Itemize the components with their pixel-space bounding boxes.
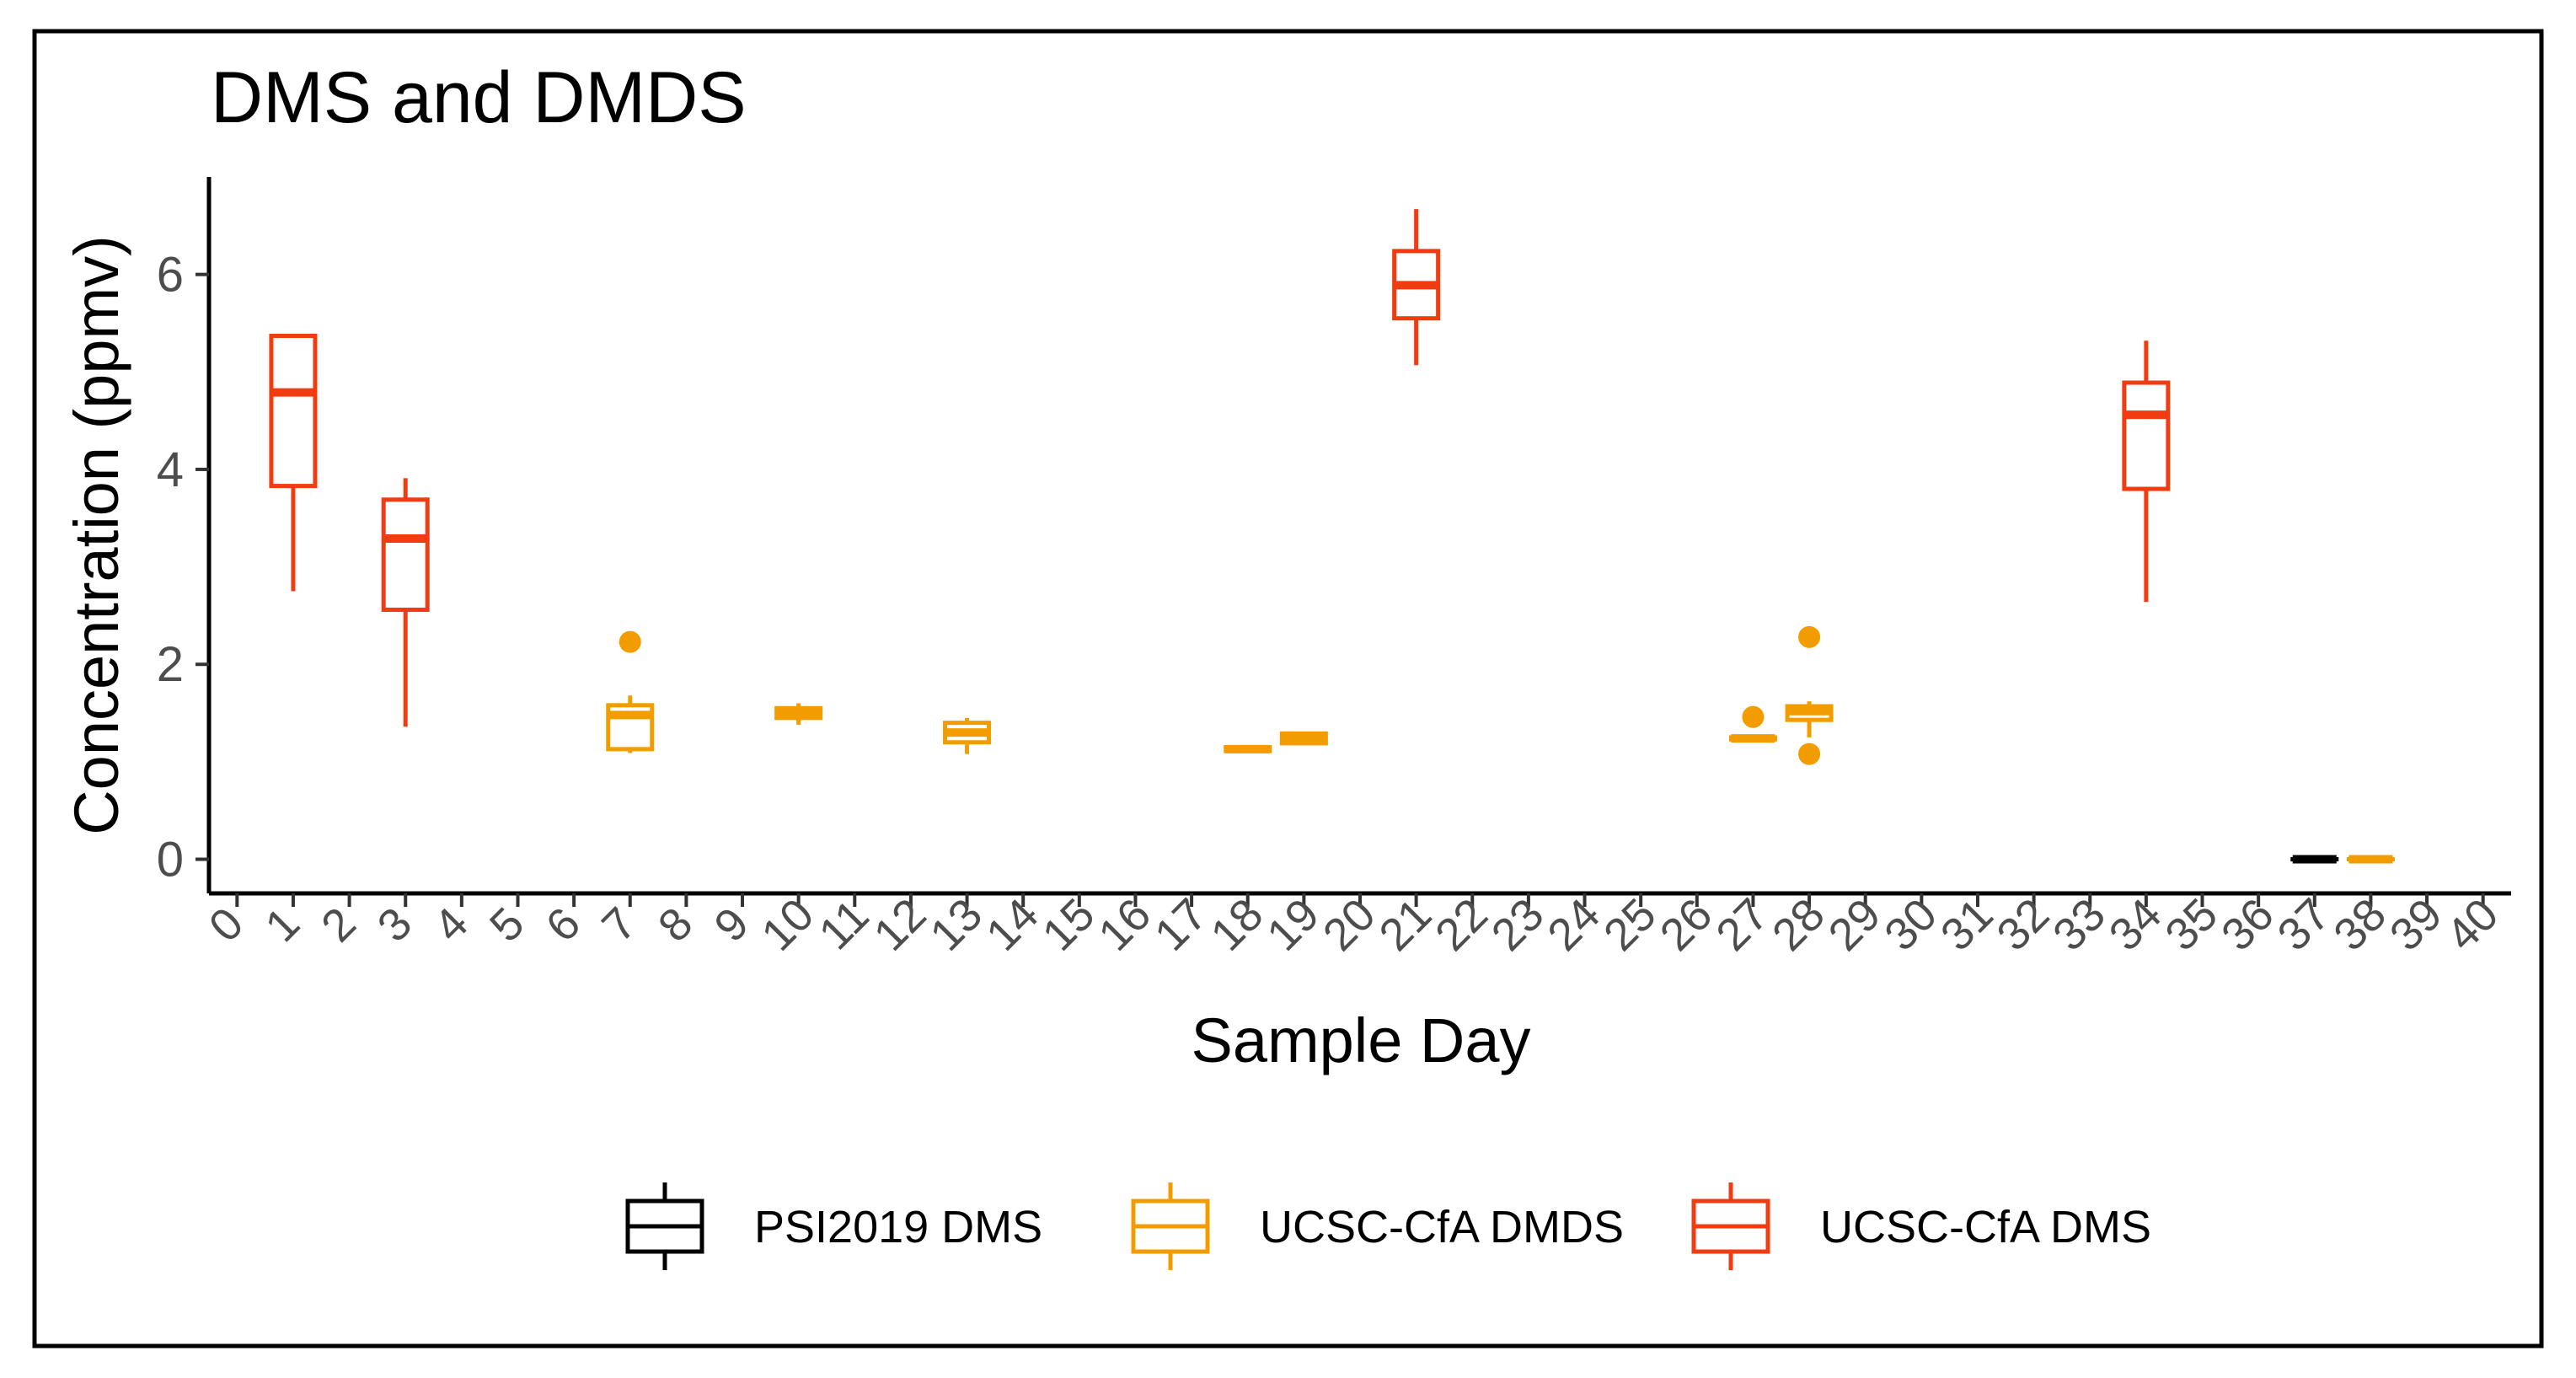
legend-label: UCSC-CfA DMDS bbox=[1260, 1202, 1624, 1252]
outlier-point bbox=[1798, 626, 1820, 648]
box-iqr bbox=[271, 336, 315, 486]
y-axis-label: Concentration (ppmv) bbox=[62, 235, 131, 835]
outlier-point bbox=[1742, 706, 1764, 728]
y-tick-label: 4 bbox=[157, 442, 184, 497]
box-ucsc-cfa-dmds-day-19 bbox=[1282, 732, 1325, 744]
y-tick-label: 2 bbox=[157, 637, 184, 692]
y-tick-label: 6 bbox=[157, 248, 184, 303]
box-iqr bbox=[2124, 383, 2168, 489]
outer-frame bbox=[35, 31, 2541, 1346]
legend-label: UCSC-CfA DMS bbox=[1820, 1202, 2151, 1252]
outlier-point bbox=[1798, 743, 1820, 765]
outlier-point bbox=[619, 631, 641, 653]
box-ucsc-cfa-dmds-day-18 bbox=[1226, 746, 1270, 752]
y-tick-label: 0 bbox=[157, 833, 184, 887]
chart-title: DMS and DMDS bbox=[211, 57, 747, 138]
box-iqr bbox=[383, 500, 427, 610]
x-axis-label: Sample Day bbox=[1191, 1005, 1530, 1075]
legend-label: PSI2019 DMS bbox=[754, 1202, 1042, 1252]
